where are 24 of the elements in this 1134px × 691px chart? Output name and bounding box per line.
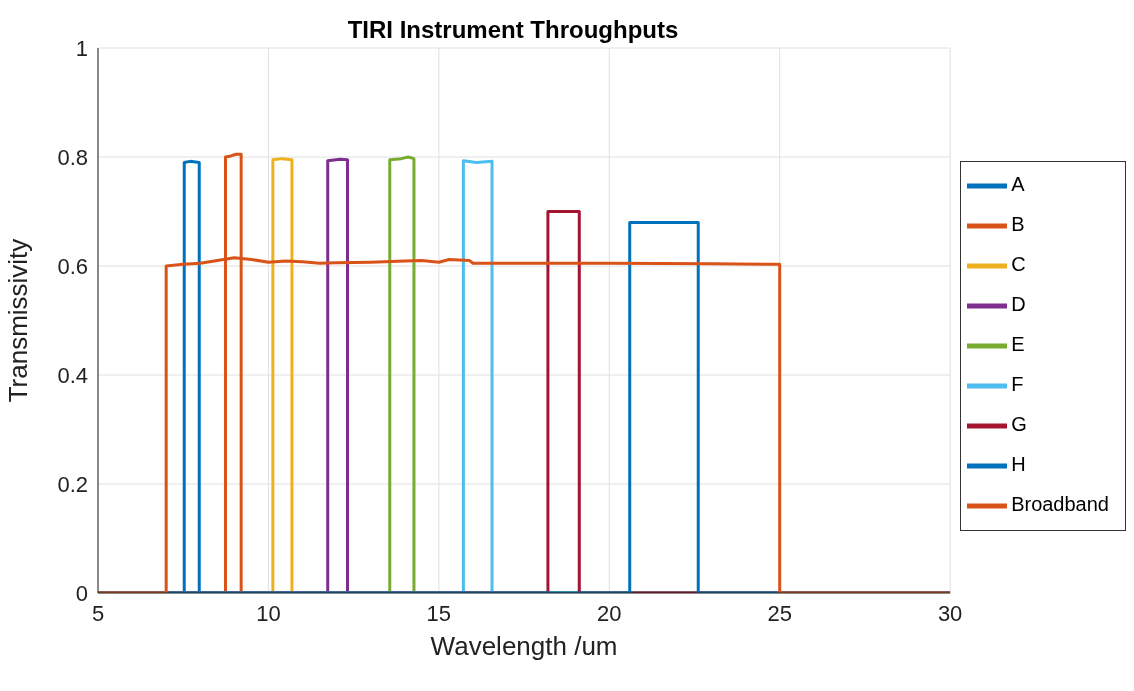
legend-label: D	[1011, 292, 1026, 315]
legend-label: H	[1011, 452, 1026, 475]
legend-label: C	[1011, 252, 1026, 275]
legend-label: Broadband	[1011, 492, 1109, 515]
y-tick-label: 0	[75, 580, 88, 606]
y-tick-label: 0.6	[57, 253, 88, 279]
y-tick-label: 0.8	[57, 144, 88, 170]
x-tick-label: 30	[937, 600, 963, 626]
x-tick-label: 10	[256, 600, 281, 626]
y-axis-title: Transmissivity	[3, 238, 34, 403]
x-tick-label: 25	[767, 600, 792, 626]
y-tick-label: 0.2	[57, 471, 88, 497]
legend-label: G	[1011, 412, 1027, 435]
x-tick-label: 5	[91, 600, 105, 626]
legend-label: A	[1011, 172, 1025, 195]
y-tick-label: 0.4	[57, 362, 88, 388]
x-axis-title: Wavelength /um	[430, 631, 618, 661]
legend-label: F	[1011, 372, 1024, 395]
x-tick-label: 20	[597, 600, 622, 626]
legend-label: B	[1011, 212, 1025, 235]
chart-title: TIRI Instrument Throughputs	[347, 16, 679, 43]
legend-label: E	[1011, 332, 1025, 355]
x-tick-label: 15	[426, 600, 452, 626]
y-tick-label: 1	[75, 35, 88, 61]
